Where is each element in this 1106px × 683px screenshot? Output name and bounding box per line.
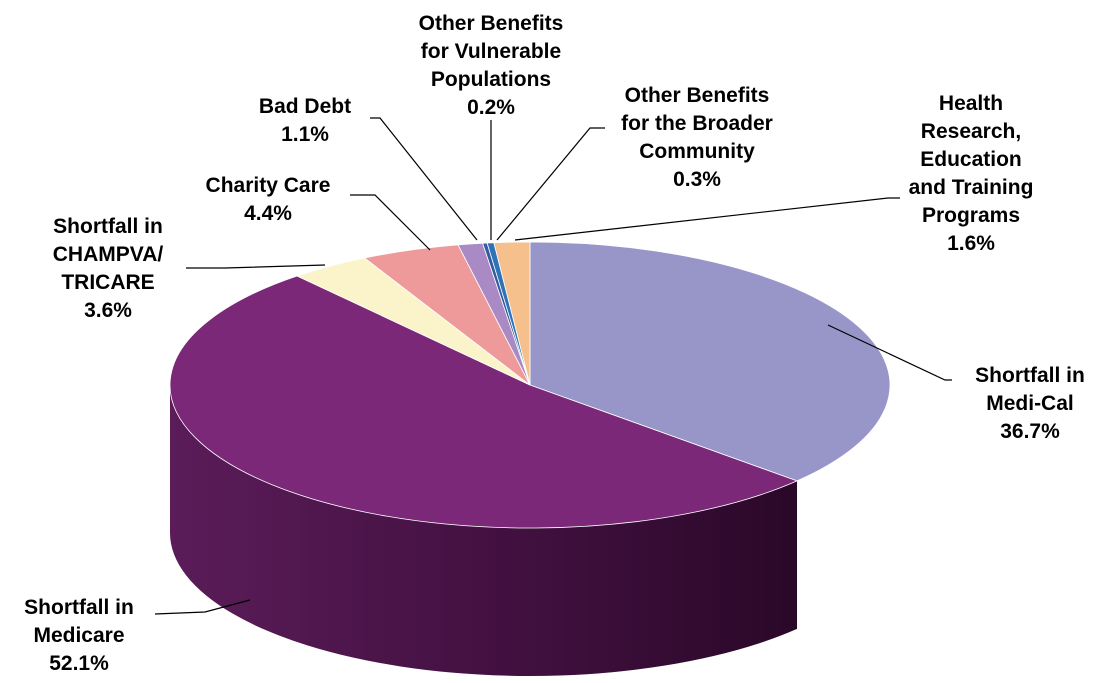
- label-shortfall-in-medi-cal: Shortfall in Medi-Cal 36.7%: [975, 364, 1085, 443]
- slice-health-research-education-and-training-programs: [493, 241, 531, 386]
- label-health-research-education-and-training-programs: Health Research, Education and Training Prog…: [909, 92, 1034, 255]
- slice-labels: Shortfall in Medi-Cal 36.7% Shortfall in Med…: [24, 12, 1085, 675]
- slice-shortfall-in-medi-cal: [529, 241, 891, 482]
- leader-line-2: [186, 264, 326, 269]
- leader-lines: [154, 117, 952, 615]
- leader-line-3: [350, 194, 431, 251]
- label-shortfall-in-champva-tricare: Shortfall in CHAMPVA/TRICARE 3.6%: [53, 215, 164, 322]
- label-other-benefits-for-the-broader-community: Other Benefits for the Broader Community 0.…: [621, 84, 773, 191]
- slice-shortfall-in-medicare: [169, 275, 799, 529]
- label-bad-debt: Bad Debt 1.1%: [259, 95, 351, 146]
- leader-line-1: [154, 599, 251, 615]
- leader-line-4: [370, 117, 478, 241]
- slice-side-1: [170, 385, 798, 676]
- label-charity-care: Charity Care 4.4%: [206, 174, 331, 225]
- leader-line-7: [514, 197, 900, 241]
- pie-sides: [170, 385, 798, 676]
- pie-slices: [169, 241, 891, 529]
- label-other-benefits-for-vulnerable-populations: Other Benefits for Vulnerable Populations 0…: [419, 12, 564, 119]
- leader-line-0: [827, 324, 952, 381]
- leader-line-6: [496, 127, 605, 241]
- label-shortfall-in-medicare: Shortfall in Medicare 52.1%: [24, 596, 134, 675]
